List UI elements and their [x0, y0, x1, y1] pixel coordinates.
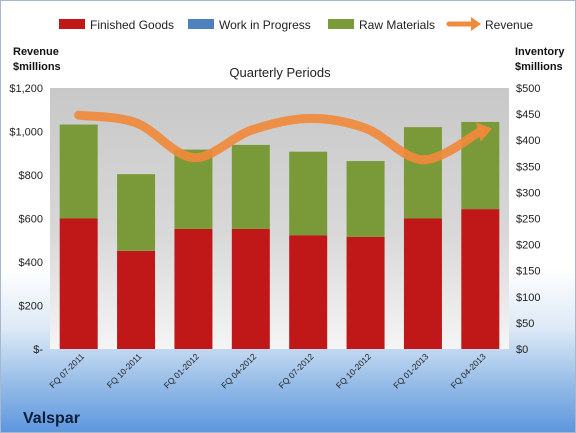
right-tick-label: $50: [516, 318, 534, 330]
left-axis-title-line2: $millions: [13, 61, 61, 73]
category-label: FQ 10-2011: [105, 351, 144, 390]
company-name: Valspar: [23, 410, 80, 427]
bar-raw-materials: [346, 161, 385, 237]
right-tick-label: $0: [516, 344, 528, 356]
right-tick-label: $300: [516, 187, 540, 199]
left-tick-label: $1,000: [9, 127, 43, 139]
right-tick-label: $450: [516, 109, 540, 121]
right-tick-label: $250: [516, 214, 540, 226]
bar-finished-goods: [59, 218, 98, 349]
legend-swatch-wip: [188, 19, 214, 29]
left-tick-label: $400: [19, 257, 43, 269]
bar-raw-materials: [59, 124, 98, 219]
right-tick-label: $150: [516, 266, 540, 278]
left-tick-label: $800: [19, 170, 43, 182]
bar-raw-materials: [117, 174, 156, 251]
right-tick-label: $100: [516, 292, 540, 304]
bar-finished-goods: [289, 235, 328, 349]
bar-finished-goods: [403, 218, 442, 349]
right-axis-title-line2: $millions: [515, 61, 563, 73]
revenue-line: [74, 110, 485, 165]
left-axis-title-line1: Revenue: [13, 46, 59, 58]
legend-swatch-raw-materials: [328, 19, 354, 29]
legend-label-revenue: Revenue: [485, 18, 533, 32]
legend-swatch-revenue: [446, 17, 481, 31]
category-label: FQ 07-2011: [47, 351, 86, 390]
bar-finished-goods: [231, 228, 270, 349]
legend-label-finished-goods: Finished Goods: [90, 18, 174, 32]
bar-finished-goods: [346, 236, 385, 349]
bar-raw-materials: [403, 127, 442, 219]
category-label: FQ 01-2012: [162, 351, 201, 390]
bar-raw-materials: [231, 144, 270, 229]
left-tick-label: $-: [33, 344, 43, 356]
legend-label-wip: Work in Progress: [219, 18, 311, 32]
category-label: FQ 01-2013: [391, 351, 430, 390]
bar-finished-goods: [174, 228, 213, 349]
category-labels: FQ 07-2011 FQ 10-2011 FQ 01-2012 FQ 04-2012…: [47, 351, 488, 390]
left-axis-ticks: $- $200 $400 $600 $800 $1,000 $1,200: [9, 83, 43, 356]
right-tick-label: $200: [516, 240, 540, 252]
left-tick-label: $1,200: [9, 83, 43, 95]
revenue-arrowhead: [475, 122, 492, 142]
right-tick-label: $400: [516, 135, 540, 147]
bar-raw-materials: [174, 149, 213, 229]
right-axis-title-line1: Inventory: [515, 46, 565, 58]
legend-label-raw-materials: Raw Materials: [359, 18, 435, 32]
bar-finished-goods: [117, 250, 156, 349]
right-tick-label: $350: [516, 161, 540, 173]
category-label: FQ 10-2012: [334, 351, 373, 390]
left-tick-label: $600: [19, 214, 43, 226]
right-axis-ticks: $0 $50 $100 $150 $200 $250 $300 $350 $400 $450 $50…: [516, 83, 540, 356]
left-tick-label: $200: [19, 301, 43, 313]
legend-swatch-finished-goods: [59, 19, 85, 29]
category-label: FQ 04-2013: [449, 351, 488, 390]
legend: Finished Goods Work in Progress Raw Mate…: [59, 17, 533, 32]
bars: [59, 121, 500, 349]
bar-raw-materials: [289, 151, 328, 236]
category-label: FQ 04-2012: [219, 351, 258, 390]
bar-finished-goods: [461, 209, 500, 349]
chart-title: Quarterly Periods: [229, 65, 331, 80]
right-tick-label: $500: [516, 83, 540, 95]
category-label: FQ 07-2012: [276, 351, 315, 390]
revenue-line-group: [74, 110, 492, 165]
